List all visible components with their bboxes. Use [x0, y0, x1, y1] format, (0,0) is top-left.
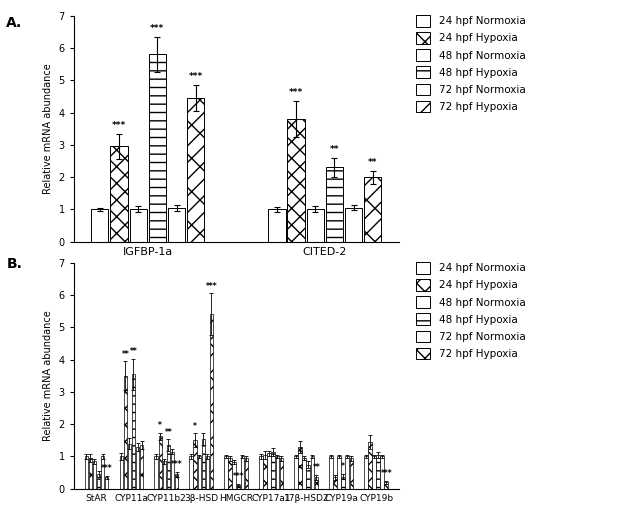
Bar	[224, 457, 228, 489]
Text: ***: ***	[101, 464, 113, 473]
Bar	[140, 445, 143, 489]
Text: ***: ***	[289, 88, 303, 97]
Bar	[245, 458, 248, 489]
Bar	[197, 457, 201, 489]
Bar	[111, 147, 127, 242]
Text: ***: ***	[381, 470, 392, 478]
Text: **: **	[368, 158, 377, 167]
Bar	[338, 457, 341, 489]
Text: A.: A.	[6, 16, 23, 30]
Bar	[202, 439, 205, 489]
Bar	[120, 457, 123, 489]
Text: **: **	[130, 347, 138, 356]
Text: *: *	[194, 422, 197, 431]
Text: ***: ***	[112, 121, 126, 129]
Bar	[170, 452, 174, 489]
Text: B.: B.	[6, 257, 23, 271]
Bar	[341, 476, 345, 489]
Bar	[276, 457, 279, 489]
Bar	[228, 458, 232, 489]
Bar	[175, 474, 178, 489]
Bar	[96, 474, 100, 489]
Text: ***: ***	[171, 460, 183, 469]
Bar	[298, 447, 302, 489]
Text: **: **	[330, 145, 340, 154]
Bar	[210, 314, 213, 489]
Bar	[364, 457, 368, 489]
Bar	[206, 457, 209, 489]
Bar	[368, 442, 372, 489]
Bar	[271, 452, 275, 489]
Text: *: *	[158, 421, 162, 430]
Bar	[89, 458, 92, 489]
Bar	[85, 457, 88, 489]
Bar	[381, 457, 384, 489]
Bar	[167, 445, 170, 489]
Y-axis label: Relative mRNA abundance: Relative mRNA abundance	[43, 63, 53, 194]
Bar	[287, 119, 305, 242]
Legend: 24 hpf Normoxia, 24 hpf Hypoxia, 48 hpf Normoxia, 48 hpf Hypoxia, 72 hpf Normoxi: 24 hpf Normoxia, 24 hpf Hypoxia, 48 hpf …	[412, 258, 530, 363]
Text: **: **	[165, 428, 172, 437]
Bar	[372, 457, 376, 489]
Bar	[280, 458, 283, 489]
Bar	[237, 485, 240, 489]
Bar	[294, 457, 298, 489]
Bar	[376, 455, 380, 489]
Y-axis label: Relative mRNA abundance: Relative mRNA abundance	[43, 310, 53, 441]
Bar	[190, 457, 193, 489]
Text: ***: ***	[233, 472, 244, 481]
Bar	[136, 447, 140, 489]
Bar	[307, 209, 324, 242]
Text: *: *	[341, 462, 345, 471]
Bar	[129, 209, 147, 242]
Text: **: **	[122, 349, 129, 359]
Text: ***: ***	[206, 282, 217, 291]
Bar	[194, 440, 197, 489]
Bar	[268, 210, 285, 242]
Bar	[93, 461, 96, 489]
Bar	[333, 477, 337, 489]
Bar	[91, 210, 109, 242]
Bar	[154, 457, 158, 489]
Bar	[259, 457, 263, 489]
Bar	[329, 457, 333, 489]
Bar	[385, 483, 388, 489]
Bar	[105, 477, 109, 489]
Bar	[350, 458, 353, 489]
Bar	[264, 455, 267, 489]
Bar	[132, 374, 135, 489]
Bar	[149, 55, 166, 242]
Bar	[127, 444, 131, 489]
Bar	[267, 453, 271, 489]
Bar	[302, 458, 306, 489]
Text: ***: ***	[150, 24, 165, 33]
Bar	[163, 461, 166, 489]
Bar	[233, 462, 236, 489]
Bar	[187, 98, 204, 242]
Bar	[240, 457, 244, 489]
Text: ***: ***	[188, 72, 203, 81]
Bar	[159, 436, 162, 489]
Bar	[101, 457, 104, 489]
Bar	[345, 208, 362, 242]
Bar	[364, 177, 381, 242]
Bar	[123, 375, 127, 489]
Bar	[311, 457, 314, 489]
Legend: 24 hpf Normoxia, 24 hpf Hypoxia, 48 hpf Normoxia, 48 hpf Hypoxia, 72 hpf Normoxi: 24 hpf Normoxia, 24 hpf Hypoxia, 48 hpf …	[412, 11, 530, 116]
Bar	[307, 464, 310, 489]
Bar	[345, 457, 349, 489]
Bar	[168, 208, 185, 242]
Bar	[314, 477, 318, 489]
Text: **: **	[312, 463, 320, 472]
Bar	[326, 167, 343, 242]
